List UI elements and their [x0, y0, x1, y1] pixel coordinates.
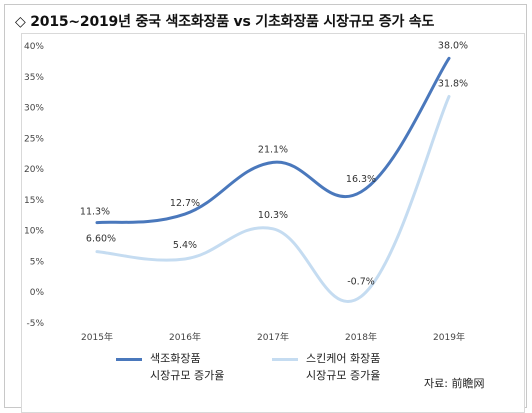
series-line-1	[95, 56, 451, 225]
x-tick-label: 2016年	[169, 331, 201, 343]
y-tick-label: 35%	[24, 73, 44, 83]
y-tick-label: 0%	[30, 288, 45, 298]
legend-label-series1-line2: 시장규모 증가율	[150, 369, 225, 382]
legend-swatch-series2	[272, 358, 298, 361]
series-line-2	[95, 94, 451, 303]
chart-title: ◇ 2015~2019년 중국 색조화장품 vs 기초화장품 시장규모 증가 속…	[15, 14, 435, 30]
x-tick-label: 2018年	[345, 331, 377, 343]
data-label-series1: 12.7%	[170, 198, 200, 209]
data-label-series1: 11.3%	[80, 207, 110, 218]
y-tick-label: 5%	[30, 257, 45, 267]
data-label-series2: -0.7%	[347, 277, 375, 288]
legend-label-series2-line1: 스킨케어 화장품	[306, 352, 381, 365]
data-label-series2: 6.60%	[86, 234, 116, 245]
x-tick-label: 2019年	[433, 331, 465, 343]
data-label-series2: 10.3%	[258, 210, 288, 221]
legend-swatch-series1	[116, 358, 142, 361]
x-tick-label: 2017年	[257, 331, 289, 343]
data-label-series1: 16.3%	[346, 174, 376, 185]
y-tick-label: 20%	[24, 165, 44, 175]
y-tick-label: 30%	[24, 104, 44, 114]
source-note: 자료: 前瞻网	[424, 377, 485, 390]
y-tick-label: -5%	[26, 319, 44, 329]
legend-label-series2-line2: 시장규모 증가율	[306, 369, 381, 382]
data-label-series2: 5.4%	[173, 240, 197, 251]
legend-label-series1-line1: 색조화장품	[150, 352, 201, 365]
y-tick-label: 25%	[24, 134, 44, 144]
data-label-series2: 31.8%	[438, 78, 468, 89]
data-label-series1: 21.1%	[258, 144, 288, 155]
y-tick-label: 15%	[24, 196, 44, 206]
y-tick-label: 40%	[24, 42, 44, 52]
data-label-series1: 38.0%	[438, 40, 468, 51]
y-tick-label: 10%	[24, 227, 44, 237]
x-tick-label: 2015年	[81, 331, 113, 343]
